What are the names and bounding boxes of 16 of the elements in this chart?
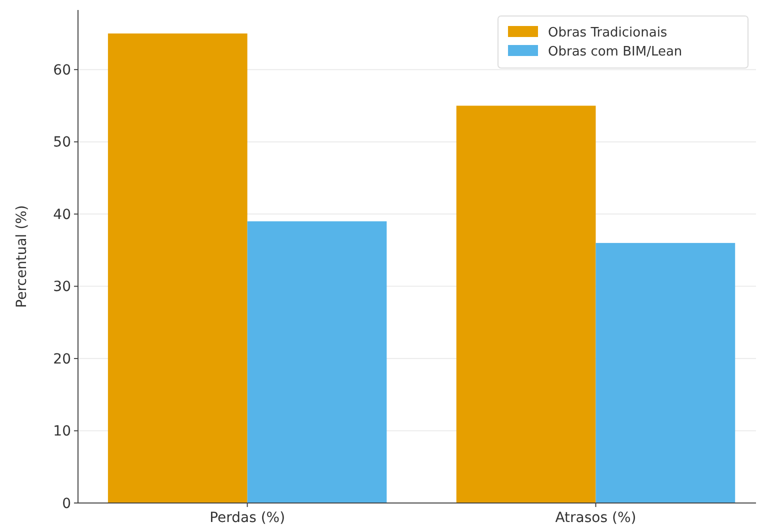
bar	[596, 242, 736, 503]
y-tick-label: 0	[62, 496, 71, 512]
x-tick-label: Atrasos (%)	[555, 510, 636, 526]
legend-label: Obras com BIM/Lean	[548, 44, 682, 60]
y-tick-label: 30	[53, 279, 71, 296]
y-tick-label: 40	[53, 206, 71, 223]
y-tick-label: 20	[53, 351, 71, 368]
bar	[247, 221, 387, 503]
bar	[108, 33, 248, 503]
y-tick-label: 60	[53, 62, 71, 78]
legend-label: Obras Tradicionais	[548, 26, 668, 41]
y-tick-label: 50	[53, 134, 71, 151]
x-tick-label: Perdas (%)	[210, 510, 286, 526]
y-tick-label: 10	[53, 424, 71, 440]
y-axis-title: Percentual (%)	[14, 205, 30, 308]
bar	[456, 106, 596, 503]
